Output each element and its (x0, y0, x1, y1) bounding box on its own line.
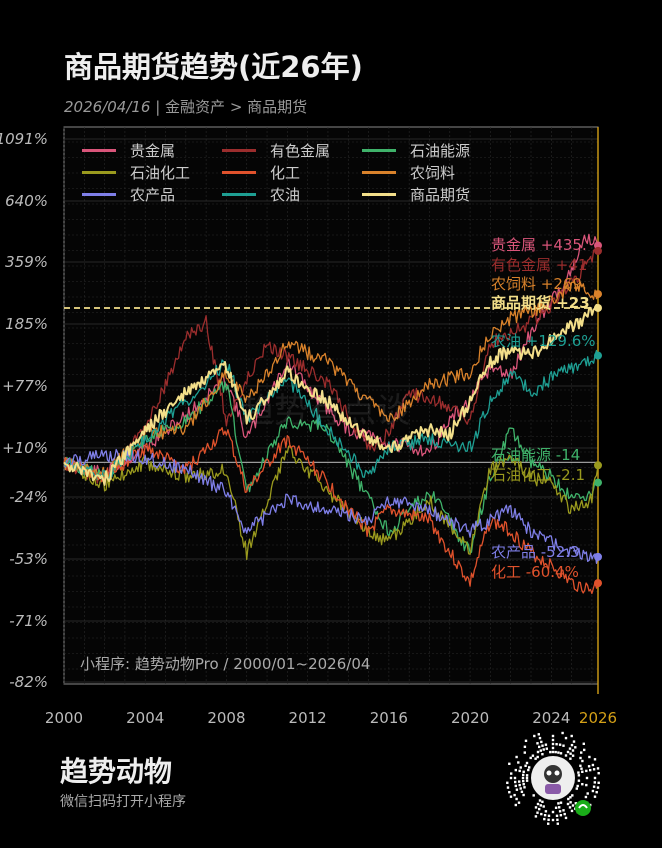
x-tick-label: 2012 (289, 709, 327, 727)
series-line-4 (63, 427, 599, 595)
legend-item: 农产品 (82, 184, 175, 205)
qr-code-icon[interactable] (505, 730, 601, 826)
series-end-point-8 (594, 303, 602, 312)
x-tick-label: 2024 (532, 709, 570, 727)
legend-item: 农饲料 (362, 162, 455, 183)
series-line-2 (63, 381, 599, 554)
qr-dots (506, 731, 600, 825)
legend-swatch (362, 149, 396, 152)
series-end-point-3 (594, 461, 602, 470)
legend-label: 农饲料 (410, 164, 456, 182)
series-line-6 (63, 448, 599, 564)
legend-swatch (362, 193, 396, 196)
series-end-point-1 (594, 246, 602, 255)
series-line-3 (63, 445, 599, 561)
watermark: 趋势有点谈 (240, 391, 410, 431)
series-line-1 (63, 248, 599, 484)
legend-label: 有色金属 (270, 142, 331, 160)
subtitle: 2026/04/16 | 金融资产 > 商品期货 (64, 96, 307, 117)
legend-swatch (222, 149, 256, 152)
y-tick-label: +77% (2, 377, 48, 395)
brand-name: 趋势动物 (60, 755, 173, 788)
legend-label: 石油能源 (410, 142, 471, 160)
y-tick-label: +10% (2, 439, 48, 457)
legend-label: 农产品 (130, 186, 176, 204)
legend-label: 化工 (270, 164, 301, 182)
x-tick-label: 2004 (126, 709, 164, 727)
legend-item: 石油能源 (362, 140, 470, 161)
series-end-point-4 (594, 579, 602, 588)
legend-swatch (82, 193, 116, 196)
legend-swatch (82, 149, 116, 152)
legend-label: 农油 (270, 186, 301, 204)
legend-swatch (222, 193, 256, 196)
date-text: 2026/04/16 (64, 98, 151, 116)
legend-item: 农油 (222, 184, 300, 205)
x-tick-label: 2000 (45, 709, 83, 727)
y-tick-label: -71% (9, 612, 48, 630)
breadcrumb: | 金融资产 > 商品期货 (150, 98, 308, 116)
legend-swatch (362, 171, 396, 174)
legend-item: 石油化工 (82, 162, 190, 183)
y-tick-label: -82% (9, 673, 48, 691)
series-end-point-7 (594, 351, 602, 360)
y-tick-label: -53% (9, 550, 48, 568)
y-tick-label: 185% (5, 315, 48, 333)
x-tick-label: 2016 (370, 709, 408, 727)
series-line-8 (63, 303, 599, 486)
y-tick-label: 359% (5, 253, 48, 271)
page-title: 商品期货趋势(近26年) (64, 50, 363, 84)
series-end-point-5 (594, 290, 602, 299)
x-tick-label: 2020 (451, 709, 489, 727)
legend-item: 商品期货 (362, 184, 470, 205)
series-end-point-6 (594, 552, 602, 561)
brand-subtitle: 微信扫码打开小程序 (60, 794, 186, 810)
legend-item: 有色金属 (222, 140, 330, 161)
legend-item: 化工 (222, 162, 300, 183)
legend-label: 商品期货 (410, 186, 471, 204)
series-line-5 (63, 280, 599, 478)
legend-item: 贵金属 (82, 140, 175, 161)
series-line-7 (63, 349, 599, 480)
wechat-icon (575, 800, 591, 816)
y-tick-label: 640% (5, 192, 48, 210)
series-end-point-2 (594, 478, 602, 487)
footnote: 小程序: 趋势动物Pro / 2000/01~2026/04 (80, 655, 371, 673)
legend-label: 石油化工 (130, 164, 191, 182)
x-tick-label: 2026 (579, 709, 617, 727)
legend-swatch (222, 171, 256, 174)
legend-swatch (82, 171, 116, 174)
y-tick-label: -24% (9, 488, 48, 506)
y-tick-label: 1091% (0, 130, 48, 148)
x-tick-label: 2008 (207, 709, 245, 727)
legend-label: 贵金属 (130, 142, 176, 160)
